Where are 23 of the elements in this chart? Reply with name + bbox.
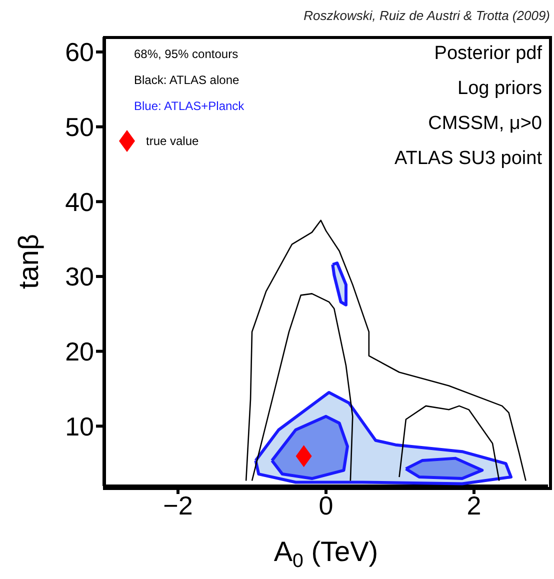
y-tick-label: 40 (65, 186, 94, 217)
annotation: 68%, 95% contours (134, 47, 238, 61)
line-series (398, 405, 500, 482)
line-series (251, 293, 354, 482)
y-tick-label: 30 (65, 262, 94, 292)
annotation: Black: ATLAS alone (134, 73, 240, 87)
line-series (245, 220, 526, 482)
legend-label: true value (146, 134, 199, 148)
annotation: Posterior pdf (434, 43, 542, 65)
text: Roszkowski, Ruiz de Austri & Trotta (2009) (304, 8, 550, 23)
y-tick-label: 20 (65, 336, 94, 367)
y-axis-title: tanβ (13, 234, 44, 290)
annotation: ATLAS SU3 point (394, 148, 542, 170)
x-tick-label: 2 (466, 490, 482, 520)
x-tick-label: 0 (318, 490, 334, 520)
annotation: CMSSM, μ>0 (428, 113, 542, 135)
y-tick-label: 10 (65, 411, 94, 442)
annotation: Blue: ATLAS+Planck (134, 99, 244, 113)
y-tick-label: 60 (65, 37, 94, 68)
y-tick-label: 50 (65, 112, 94, 142)
x-axis-title: A$_{0}$ (TeV) (274, 536, 378, 572)
annotation: Log priors (458, 78, 542, 100)
x-tick-label: −2 (163, 490, 193, 520)
